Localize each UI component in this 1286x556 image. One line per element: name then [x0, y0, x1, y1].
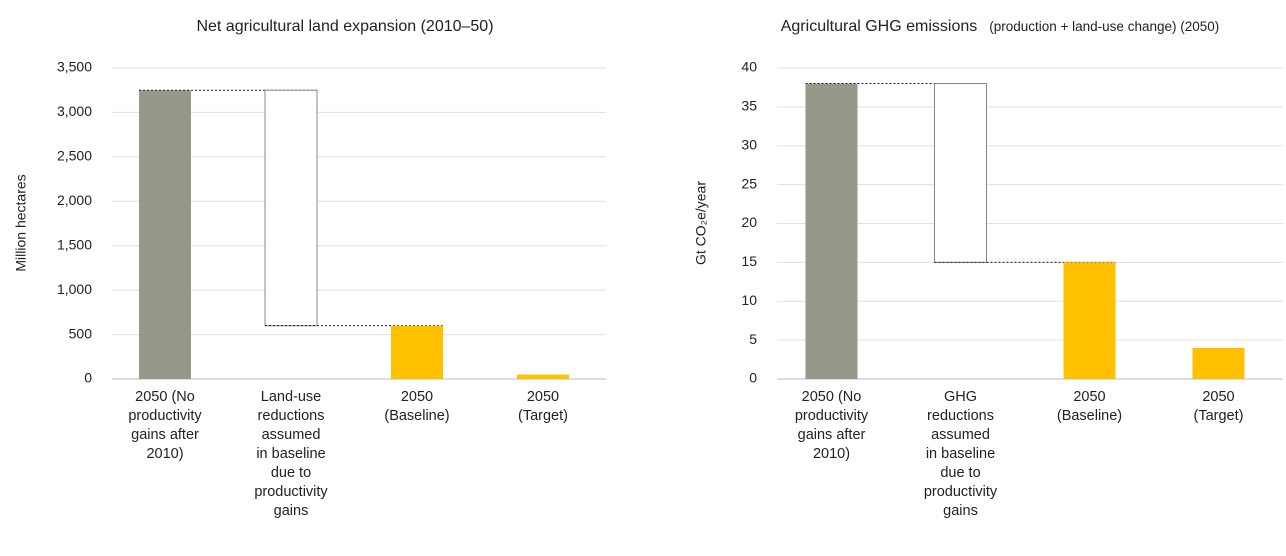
bar — [391, 325, 443, 379]
bar — [1192, 347, 1245, 379]
bar — [805, 83, 858, 380]
chart-title: Net agricultural land expansion (2010–50… — [196, 18, 493, 35]
y-tick-label: 5 — [749, 331, 757, 347]
bar — [139, 90, 191, 379]
chart-title: Agricultural GHG emissions (production + … — [781, 18, 1220, 35]
x-tick-label: 2050 (Baseline) — [1056, 389, 1123, 424]
y-tick-label: 3,500 — [57, 59, 92, 75]
y-tick-label: 3,000 — [57, 103, 92, 119]
y-tick-label: 0 — [84, 370, 92, 386]
y-tick-label: 15 — [741, 253, 757, 269]
x-tick-label: 2050 (Target) — [518, 389, 568, 424]
y-tick-label: 1,500 — [57, 236, 92, 252]
y-tick-label: 500 — [69, 325, 93, 341]
x-tick-label: 2050 (No productivity gains after 2010) — [128, 389, 202, 462]
x-tick-label: 2050 (Target) — [1193, 389, 1244, 424]
x-tick-label: 2050 (No productivity gains after 2010) — [794, 389, 869, 462]
title-sub: (production + land-use change) (2050) — [989, 19, 1219, 34]
title-main: Net agricultural land expansion (2010–50… — [196, 18, 493, 35]
y-tick-label: 0 — [749, 370, 757, 386]
bar — [264, 89, 318, 327]
x-tick-label: 2050 (Baseline) — [384, 389, 450, 424]
y-axis-label: Million hectares — [13, 174, 29, 271]
y-tick-label: 40 — [741, 59, 757, 75]
y-tick-label: 25 — [741, 175, 757, 191]
bar — [934, 83, 987, 263]
y-tick-label: 2,000 — [57, 192, 92, 208]
y-tick-label: 10 — [741, 292, 757, 308]
x-tick-label: Land-use reductions assumed in baseline … — [254, 389, 328, 519]
bar — [1063, 262, 1116, 379]
y-tick-label: 30 — [741, 136, 757, 152]
y-axis-label: Gt CO₂e/year — [693, 181, 709, 265]
y-tick-label: 20 — [741, 214, 757, 230]
x-tick-label: GHG reductions assumed in baseline due t… — [923, 389, 998, 519]
bar — [517, 374, 569, 379]
title-main: Agricultural GHG emissions — [781, 18, 978, 35]
y-tick-label: 2,500 — [57, 148, 92, 164]
y-tick-label: 1,000 — [57, 281, 92, 297]
y-tick-label: 35 — [741, 98, 757, 114]
